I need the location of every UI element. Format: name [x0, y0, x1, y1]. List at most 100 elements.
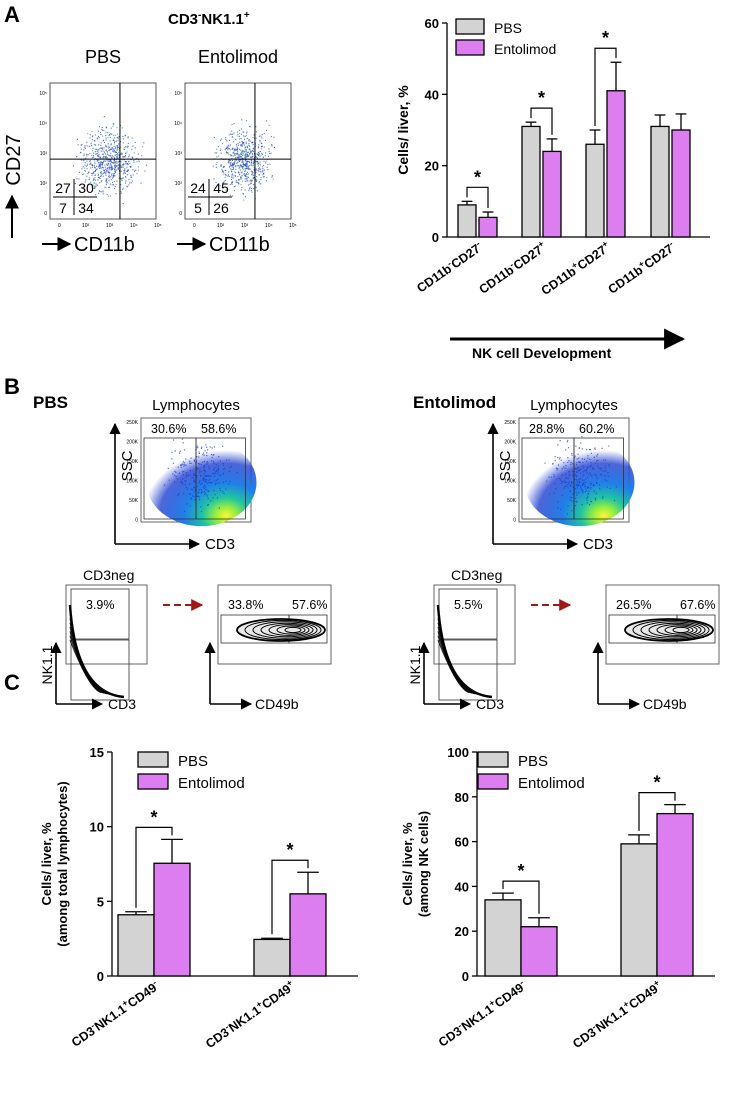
event-dot — [245, 120, 248, 122]
event-dot — [124, 172, 126, 174]
event-dot — [563, 487, 565, 489]
event-dot — [270, 135, 272, 138]
event-dot — [248, 143, 250, 145]
event-dot — [556, 469, 558, 471]
event-dot — [246, 153, 249, 156]
event-dot — [98, 192, 100, 194]
event-dot — [108, 169, 110, 171]
event-dot — [252, 155, 254, 157]
event-dot — [104, 172, 106, 174]
event-dot — [117, 161, 119, 163]
event-dot — [114, 185, 116, 188]
event-dot — [105, 179, 107, 182]
legend-label-entolimod: Entolimod — [494, 41, 556, 57]
event-dot — [96, 148, 98, 150]
event-dot — [192, 495, 194, 497]
event-dot — [108, 176, 111, 178]
event-dot — [203, 461, 206, 463]
event-dot — [87, 163, 89, 165]
event-dot — [105, 127, 107, 129]
event-dot — [593, 490, 595, 492]
event-dot — [260, 154, 262, 156]
event-dot — [582, 461, 584, 464]
event-dot — [255, 126, 257, 128]
event-dot — [99, 177, 101, 179]
event-dot — [589, 472, 591, 474]
event-dot — [240, 156, 242, 158]
event-dot — [239, 159, 241, 161]
event-dot — [258, 153, 260, 155]
significance-star: * — [474, 167, 481, 187]
contour-line — [632, 619, 710, 641]
event-dot — [84, 170, 86, 172]
event-dot — [85, 179, 87, 181]
event-dot — [576, 494, 578, 496]
event-dot — [242, 142, 244, 144]
event-dot — [586, 499, 588, 501]
panel-c-letter: C — [4, 670, 20, 695]
significance-star: * — [286, 840, 293, 860]
event-dot — [597, 467, 599, 469]
event-dot — [93, 172, 95, 174]
event-dot — [249, 149, 251, 151]
event-dot — [100, 133, 102, 136]
event-dot — [180, 464, 182, 466]
event-dot — [565, 477, 567, 480]
event-dot — [245, 153, 247, 155]
event-dot — [236, 162, 238, 164]
event-dot — [83, 160, 85, 162]
event-dot — [581, 448, 583, 450]
event-dot — [242, 180, 244, 182]
event-dot — [236, 148, 238, 151]
event-dot — [116, 155, 119, 157]
event-dot — [94, 151, 96, 153]
event-dot — [205, 475, 207, 477]
event-dot — [242, 166, 244, 168]
event-dot — [233, 168, 235, 170]
event-dot — [117, 133, 119, 135]
event-dot — [180, 466, 182, 468]
event-dot — [127, 169, 129, 171]
event-dot — [136, 157, 138, 159]
event-dot — [245, 135, 247, 137]
event-dot — [215, 181, 217, 183]
event-dot — [106, 152, 109, 154]
event-dot — [251, 182, 253, 184]
event-dot — [100, 144, 102, 146]
event-dot — [232, 147, 234, 149]
y-tick-label: 250K — [126, 420, 138, 426]
event-dot — [229, 159, 231, 161]
event-dot — [265, 120, 268, 122]
event-dot — [93, 156, 95, 158]
event-dot — [233, 189, 235, 192]
event-dot — [250, 170, 252, 172]
event-dot — [189, 493, 191, 495]
event-dot — [582, 465, 584, 467]
event-dot — [246, 180, 248, 182]
event-dot — [163, 484, 166, 486]
event-dot — [267, 164, 269, 166]
y-tick-label: 60 — [455, 835, 469, 850]
event-dot — [114, 154, 116, 156]
y-tick-label: 150K — [504, 459, 516, 465]
x-tick-label: 10⁴ — [130, 223, 138, 229]
event-dot — [95, 185, 97, 187]
event-dot — [249, 140, 251, 142]
event-dot — [582, 491, 584, 494]
legend-label-pbs: PBS — [518, 753, 548, 770]
event-dot — [118, 143, 120, 145]
event-dot — [208, 466, 210, 468]
category-label-sup: - — [455, 1021, 463, 1031]
event-dot — [235, 149, 237, 151]
event-dot — [602, 496, 604, 498]
event-dot — [576, 485, 578, 487]
event-dot — [581, 483, 584, 486]
event-dot — [579, 461, 581, 464]
event-dot — [581, 490, 583, 492]
event-dot — [104, 151, 106, 153]
event-dot — [249, 187, 251, 189]
event-dot — [108, 134, 111, 136]
event-dot — [576, 487, 578, 489]
event-dot — [574, 478, 576, 481]
event-dot — [217, 482, 219, 484]
